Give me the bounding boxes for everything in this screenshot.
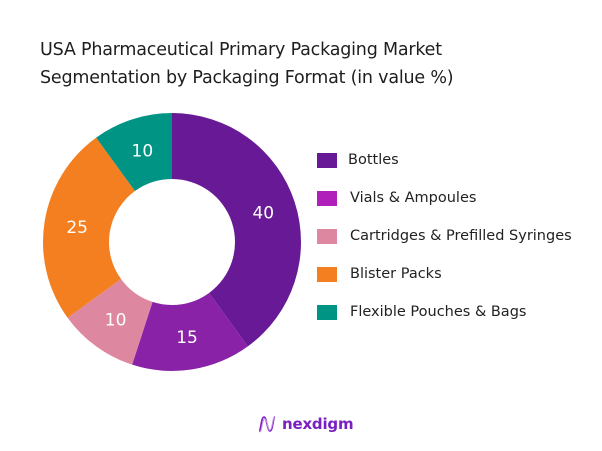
chart-title-line-1: USA Pharmaceutical Primary Packaging Mar…	[40, 40, 442, 60]
legend-item-blister-packs: Blister Packs	[317, 255, 572, 293]
donut-data-label: 40	[252, 203, 274, 223]
legend-swatch-vials-ampoules	[317, 190, 337, 206]
donut-data-label: 25	[66, 218, 88, 238]
chart-legend: Bottles Vials & Ampoules Cartridges & Pr…	[317, 141, 572, 331]
legend-swatch-bottles	[317, 152, 337, 168]
donut-segment-vials-ampoules	[132, 292, 248, 371]
donut-data-label: 10	[132, 142, 154, 162]
logo-text: nexdigm	[282, 415, 354, 433]
nexdigm-wave-icon	[258, 416, 276, 433]
legend-label: Bottles	[348, 152, 399, 168]
legend-label: Cartridges & Prefilled Syringes	[350, 228, 572, 244]
legend-label: Flexible Pouches & Bags	[350, 304, 527, 320]
chart-title: USA Pharmaceutical Primary Packaging Mar…	[40, 36, 454, 92]
nexdigm-logo: nexdigm	[257, 414, 354, 434]
legend-swatch-flexible-pouches	[317, 304, 337, 320]
donut-segment-cartridges-prefilled-syringes	[67, 279, 153, 365]
legend-label: Vials & Ampoules	[350, 190, 477, 206]
legend-label: Blister Packs	[350, 266, 442, 282]
donut-segment-flexible-pouches-bags	[96, 113, 172, 192]
donut-segment-bottles	[172, 113, 301, 347]
legend-item-cartridges-syringes: Cartridges & Prefilled Syringes	[317, 217, 572, 255]
donut-segment-blister-packs	[43, 137, 135, 318]
donut-data-label: 10	[105, 311, 127, 331]
legend-swatch-cartridges-syringes	[317, 228, 337, 244]
chart-title-line-2: Segmentation by Packaging Format (in val…	[40, 68, 454, 88]
legend-swatch-blister-packs	[317, 266, 337, 282]
legend-item-bottles: Bottles	[317, 141, 572, 179]
legend-item-vials-ampoules: Vials & Ampoules	[317, 179, 572, 217]
donut-data-label: 15	[176, 328, 198, 348]
legend-item-flexible-pouches: Flexible Pouches & Bags	[317, 293, 572, 331]
